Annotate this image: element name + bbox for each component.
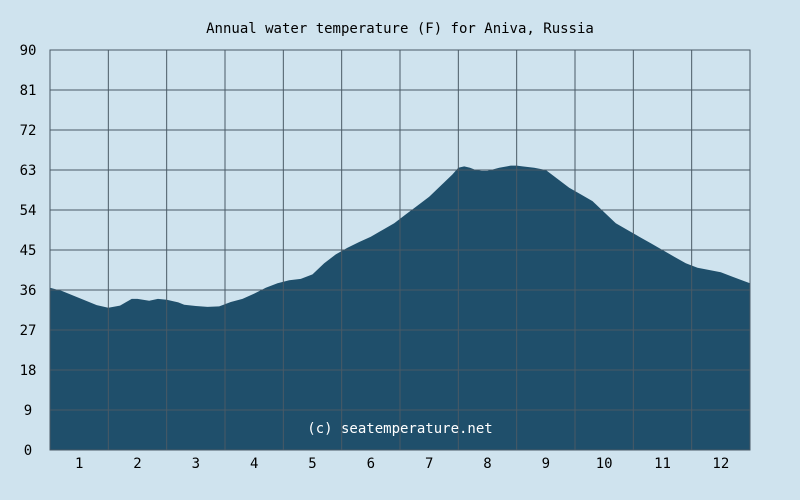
chart-title: Annual water temperature (F) for Aniva, …: [206, 21, 594, 37]
y-tick-label: 27: [20, 323, 37, 339]
y-tick-label: 72: [20, 123, 37, 139]
x-tick-label: 8: [483, 456, 491, 472]
x-tick-label: 1: [75, 456, 83, 472]
y-tick-label: 63: [20, 163, 37, 179]
y-tick-label: 54: [20, 203, 37, 219]
x-tick-label: 6: [367, 456, 375, 472]
x-tick-label: 2: [133, 456, 141, 472]
x-tick-label: 12: [712, 456, 729, 472]
y-axis-ticks: 0 9 18 27 36 45 54 63 72 81 90: [20, 43, 37, 459]
y-tick-label: 81: [20, 83, 37, 99]
y-tick-label: 45: [20, 243, 37, 259]
x-tick-label: 4: [250, 456, 258, 472]
x-tick-label: 7: [425, 456, 433, 472]
y-tick-label: 36: [20, 283, 37, 299]
y-tick-label: 0: [24, 443, 32, 459]
y-tick-label: 9: [24, 403, 32, 419]
y-tick-label: 18: [20, 363, 37, 379]
x-tick-label: 11: [654, 456, 671, 472]
plot-frame: [49, 49, 751, 451]
credit-annotation: (c) seatemperature.net: [307, 421, 492, 437]
x-axis-ticks: 1 2 3 4 5 6 7 8 9 10 11 12: [75, 456, 729, 472]
x-tick-label: 5: [308, 456, 316, 472]
x-tick-label: 3: [192, 456, 200, 472]
x-tick-label: 9: [542, 456, 550, 472]
x-tick-label: 10: [596, 456, 613, 472]
y-tick-label: 90: [20, 43, 37, 59]
